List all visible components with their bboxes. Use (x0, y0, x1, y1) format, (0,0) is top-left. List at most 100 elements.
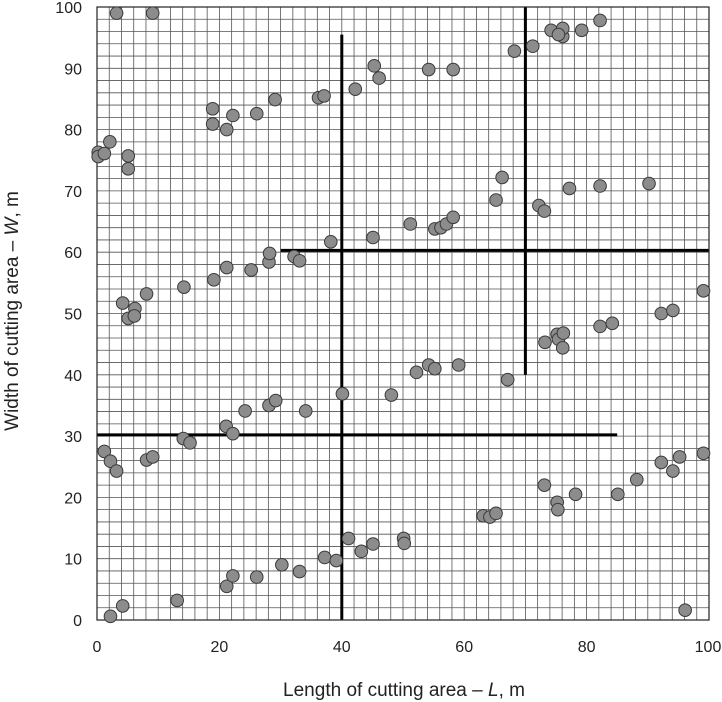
data-point (145, 6, 160, 20)
x-tick-labels: 0 20 40 60 80 100 (93, 639, 722, 656)
x-tick-label: 80 (578, 639, 596, 656)
data-point (551, 502, 565, 517)
data-point (97, 146, 112, 161)
data-point (298, 404, 313, 418)
y-axis-title: Width of cutting area – W, m (2, 191, 23, 431)
x-tick-label: 0 (93, 639, 102, 656)
data-point (397, 536, 412, 551)
data-point (275, 558, 289, 572)
data-point (292, 253, 307, 268)
data-point (177, 280, 191, 294)
y-tick-label: 80 (64, 123, 82, 140)
data-point (568, 487, 583, 502)
plot-frame (96, 6, 710, 621)
data-point (642, 176, 656, 191)
data-point (121, 162, 136, 176)
x-tick-label: 40 (333, 639, 351, 656)
data-point (551, 27, 566, 42)
data-point (115, 296, 130, 310)
data-point (244, 263, 259, 277)
data-point (262, 246, 277, 261)
x-tick-label: 20 (211, 639, 229, 656)
data-point (611, 487, 625, 502)
y-tick-label: 70 (64, 184, 82, 201)
y-tick-label: 100 (55, 0, 82, 17)
data-point (103, 454, 118, 469)
data-point (97, 444, 112, 459)
data-point (409, 365, 424, 380)
data-point (249, 570, 264, 584)
data-point (654, 455, 669, 470)
data-point (121, 149, 136, 163)
data-point (226, 426, 240, 441)
data-point (145, 450, 160, 464)
data-point (103, 135, 117, 149)
data-point (672, 450, 687, 464)
data-point (507, 44, 522, 58)
data-point (428, 361, 442, 376)
data-point (238, 404, 252, 418)
data-point (366, 537, 380, 551)
data-point (605, 316, 620, 331)
y-tick-label: 40 (64, 368, 82, 385)
data-point (268, 393, 283, 408)
y-tick-label: 20 (64, 490, 82, 507)
data-point (555, 341, 570, 355)
x-axis-title-symbol: L (488, 680, 499, 701)
data-point (317, 550, 332, 565)
data-point (249, 106, 264, 121)
data-point (367, 59, 382, 73)
data-point (537, 204, 552, 218)
data-point (593, 13, 607, 28)
data-point (654, 306, 669, 321)
data-point (348, 82, 363, 96)
data-point (537, 478, 552, 492)
data-point (103, 609, 118, 624)
y-tick-label: 0 (73, 613, 82, 630)
x-axis-title: Length of cutting area – L, m (283, 680, 525, 701)
data-point (219, 122, 234, 137)
data-point (335, 387, 350, 401)
data-point (421, 62, 436, 77)
x-axis-title-suffix: , m (499, 680, 525, 701)
data-point (696, 284, 711, 298)
data-point (666, 303, 680, 318)
data-point (127, 309, 142, 323)
data-point (323, 234, 338, 249)
data-point (556, 326, 571, 340)
data-point (170, 593, 184, 608)
data-point (205, 101, 220, 116)
data-point (205, 117, 220, 131)
data-point (574, 23, 589, 38)
data-points (91, 6, 711, 624)
plot-border (96, 6, 710, 621)
data-point (489, 193, 503, 207)
data-point (219, 260, 234, 275)
data-point (495, 170, 509, 185)
data-point (372, 71, 386, 85)
data-point (446, 62, 460, 77)
x-tick-label: 100 (695, 639, 722, 656)
data-point (538, 335, 552, 350)
y-tick-label: 30 (64, 429, 82, 446)
data-point (593, 319, 607, 334)
data-point (139, 287, 154, 301)
data-point (629, 472, 644, 487)
data-point (500, 372, 515, 387)
data-point (115, 599, 130, 613)
data-point (317, 89, 331, 103)
y-tick-labels: 0 10 20 30 40 50 60 70 80 90 100 (55, 0, 82, 630)
data-point (678, 603, 692, 617)
data-point (666, 464, 680, 478)
data-point (268, 92, 282, 107)
data-point (183, 436, 197, 450)
data-point (226, 569, 240, 583)
data-point (384, 388, 399, 402)
data-point (446, 210, 460, 225)
data-point (593, 179, 607, 193)
data-point (292, 564, 307, 579)
y-tick-label: 10 (64, 552, 82, 569)
data-point (562, 181, 577, 196)
y-tick-label: 90 (64, 61, 82, 78)
